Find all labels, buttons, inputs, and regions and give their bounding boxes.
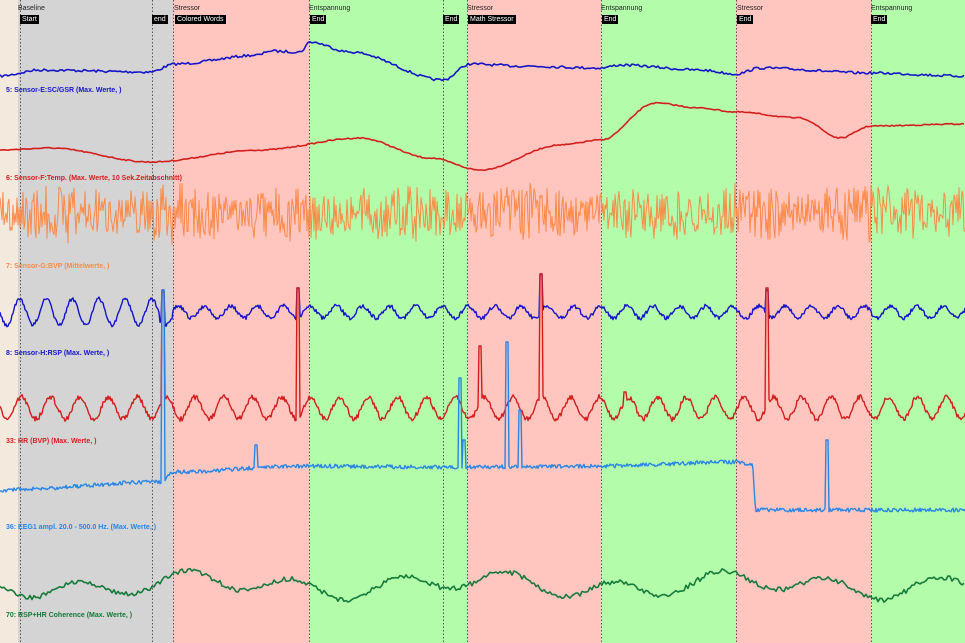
channel-label-hr: 33: HR (BVP) (Max. Werte, ) [6, 438, 97, 445]
phase-band-7 [871, 0, 965, 643]
phase-2-title: Stressor [174, 5, 201, 12]
trace-sc-gsr [0, 41, 965, 82]
phase-band-3 [309, 0, 467, 643]
phase-7-title: Entspannung [871, 5, 913, 12]
phase-1-start-tag: Start [20, 15, 39, 24]
phase-band-4 [467, 0, 601, 643]
channel-label-sc-gsr: 5: Sensor-E:SC/GSR (Max. Werte, ) [6, 87, 122, 94]
channel-label-coherence: 70: RSP+HR Coherence (Max. Werte, ) [6, 612, 133, 619]
phase-5-title: Entspannung [601, 5, 643, 12]
trace-temperature [0, 101, 965, 172]
channel-label-eeg: 36: EEG1 ampl. 20.0 - 500.0 Hz. (Max. We… [6, 524, 157, 531]
phase-1-title: Baseline [18, 5, 45, 12]
phase-band-5 [601, 0, 736, 643]
phase-6-title: Stressor [737, 5, 764, 12]
phase-band-6 [736, 0, 871, 643]
channel-label-rsp: 8: Sensor-H:RSP (Max. Werte, ) [6, 350, 110, 357]
trace-eeg [0, 289, 965, 513]
channel-label-bvp: 7: Sensor-G:BVP (Mittelwerte, ) [6, 263, 110, 270]
phase-4-start-tag: Math Stressor [468, 15, 516, 24]
phase-3-title: Entspannung [309, 5, 351, 12]
phase-2-start-tag: Colored Words [175, 15, 226, 24]
phase-6-start-tag: End [737, 15, 754, 24]
phase-band-1 [18, 0, 173, 643]
phase-3-start-tag: End [310, 15, 327, 24]
trace-bvp [0, 182, 965, 246]
trace-rsp [0, 273, 965, 328]
phase-7-start-tag: End [871, 15, 888, 24]
phase-4-title: Stressor [467, 5, 494, 12]
trace-coherence [0, 567, 965, 603]
phase-band-2 [173, 0, 309, 643]
phase-5-start-tag: End [602, 15, 619, 24]
channel-label-temp: 6: Sensor-F:Temp. (Max. Werte, 10 Sek.Ze… [6, 175, 182, 182]
phase-1-end-tag: end [152, 15, 168, 24]
phase-3-end-tag: End [443, 15, 460, 24]
